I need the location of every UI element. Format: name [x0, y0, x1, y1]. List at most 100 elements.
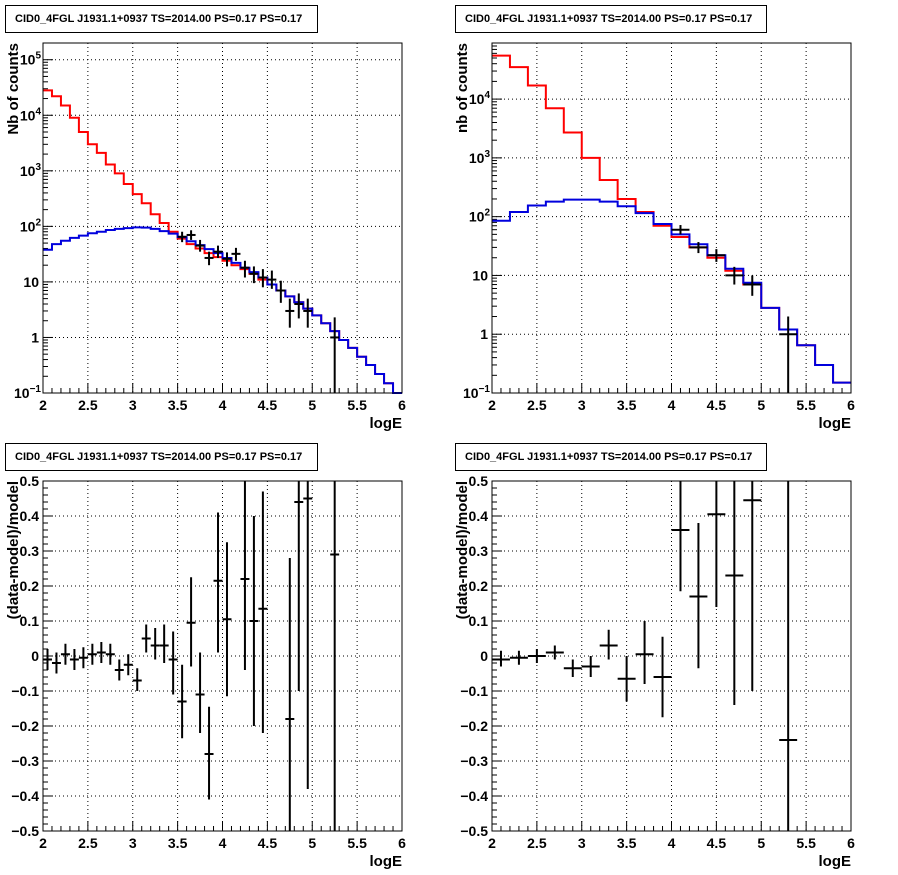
- data-point: [285, 558, 295, 831]
- y-tick-label: 0.1: [469, 613, 489, 629]
- data-point: [294, 481, 304, 691]
- y-tick-label: 1: [31, 329, 39, 345]
- x-tick-label: 3.5: [168, 397, 188, 413]
- x-tick-label: 5: [757, 835, 765, 851]
- y-tick-label: 10: [23, 274, 39, 290]
- data-point: [150, 628, 160, 660]
- data-point: [96, 642, 106, 663]
- data-point: [330, 317, 340, 393]
- y-tick-label: 1: [480, 326, 488, 342]
- x-tick-label: 3.5: [168, 835, 188, 851]
- x-tick-label: 5: [757, 397, 765, 413]
- data-point: [123, 654, 133, 676]
- x-tick-label: 5: [308, 397, 316, 413]
- x-tick-label: 4: [219, 835, 227, 851]
- x-tick-label: 2: [39, 835, 47, 851]
- data-point: [779, 481, 798, 831]
- x-tick-label: 2: [39, 397, 47, 413]
- y-tick-label: 0.4: [20, 508, 40, 524]
- x-tick-label: 2.5: [78, 397, 98, 413]
- y-tick-label: 0.3: [469, 543, 489, 559]
- y-axis-label: (data-model)/model: [5, 481, 22, 619]
- x-axis-label: logE: [819, 415, 852, 432]
- x-tick-label: 4: [668, 835, 676, 851]
- y-tick-label: 0.1: [20, 613, 40, 629]
- y-axis-label: (data-model)/model: [454, 481, 471, 619]
- x-tick-label: 4.5: [707, 835, 727, 851]
- y-tick-label: 102: [20, 217, 42, 234]
- data-point: [240, 260, 250, 278]
- x-tick-label: 6: [847, 835, 855, 851]
- panel-4-title: CID0_4FGL J1931.1+0937 TS=2014.00 PS=0.1…: [455, 443, 767, 471]
- x-tick-label: 6: [398, 835, 406, 851]
- data-point: [105, 643, 115, 665]
- data-point: [671, 481, 690, 592]
- data-point: [114, 659, 124, 681]
- data-point: [78, 647, 88, 669]
- data-point: [707, 249, 726, 262]
- data-point: [267, 270, 277, 289]
- y-tick-label: 103: [20, 162, 42, 179]
- x-tick-label: 5.5: [347, 397, 367, 413]
- y-tick-label: −0.3: [11, 753, 39, 769]
- data-point: [545, 645, 564, 660]
- x-tick-label: 6: [847, 397, 855, 413]
- plot-frame: [42, 42, 403, 394]
- x-tick-label: 4.5: [258, 835, 278, 851]
- x-tick-label: 2.5: [78, 835, 98, 851]
- data-point: [43, 649, 52, 670]
- x-axis-label: logE: [370, 415, 403, 432]
- panel-2: 2 2.5 3 3.5 4 4.5 5 5.5 6 10−1 1 10 102 103 104 logE nb …: [454, 42, 855, 432]
- data-point: [303, 298, 313, 328]
- panel-3: 2 2.5 3 3.5 4 4.5 5 5.5 6 −0.5 −0.4 −0.3 −0.2 −0.1 0 0.…: [5, 473, 406, 870]
- data-point: [132, 668, 142, 691]
- data-point: [69, 649, 79, 670]
- plot-frame: [42, 480, 403, 832]
- data-point: [51, 652, 61, 674]
- x-tick-label: 5.5: [796, 397, 816, 413]
- data-point: [258, 269, 268, 288]
- y-tick-label: 0.2: [469, 578, 489, 594]
- y-tick-label: 0: [31, 648, 39, 664]
- data-point: [249, 266, 259, 284]
- data-point: [303, 481, 313, 789]
- data-point: [213, 512, 223, 653]
- background-histogram: [492, 198, 851, 384]
- x-tick-label: 3: [578, 397, 586, 413]
- data-point: [653, 636, 672, 718]
- data-point: [186, 577, 196, 667]
- data-point: [635, 621, 654, 684]
- data-point: [779, 316, 798, 393]
- y-tick-label: −0.1: [11, 683, 39, 699]
- x-tick-label: 4: [668, 397, 676, 413]
- x-tick-label: 5: [308, 835, 316, 851]
- y-tick-label: 10−1: [14, 384, 41, 401]
- y-tick-label: 104: [469, 90, 491, 107]
- x-axis-label: logE: [819, 853, 852, 870]
- y-tick-label: 10−1: [463, 384, 490, 401]
- y-tick-label: 0.3: [20, 543, 40, 559]
- data-point: [60, 643, 70, 665]
- data-point: [276, 280, 286, 303]
- data-point: [725, 266, 744, 285]
- y-axis-label: Nb of counts: [5, 43, 22, 135]
- data-point: [204, 251, 214, 266]
- data-point: [689, 523, 708, 669]
- data-point: [527, 649, 546, 663]
- data-point: [249, 516, 259, 726]
- data-point: [177, 664, 187, 739]
- data-point: [231, 247, 241, 261]
- data-point: [294, 293, 304, 319]
- data-point: [285, 298, 295, 328]
- x-tick-label: 5.5: [347, 835, 367, 851]
- data-point: [195, 239, 205, 252]
- data-point: [222, 542, 232, 697]
- y-tick-label: −0.5: [460, 823, 488, 839]
- data-point: [330, 481, 340, 831]
- data-point: [204, 706, 214, 800]
- data-point: [599, 629, 618, 660]
- y-tick-label: 105: [20, 51, 42, 68]
- y-tick-label: 0.5: [469, 473, 489, 489]
- x-tick-label: 2: [488, 835, 496, 851]
